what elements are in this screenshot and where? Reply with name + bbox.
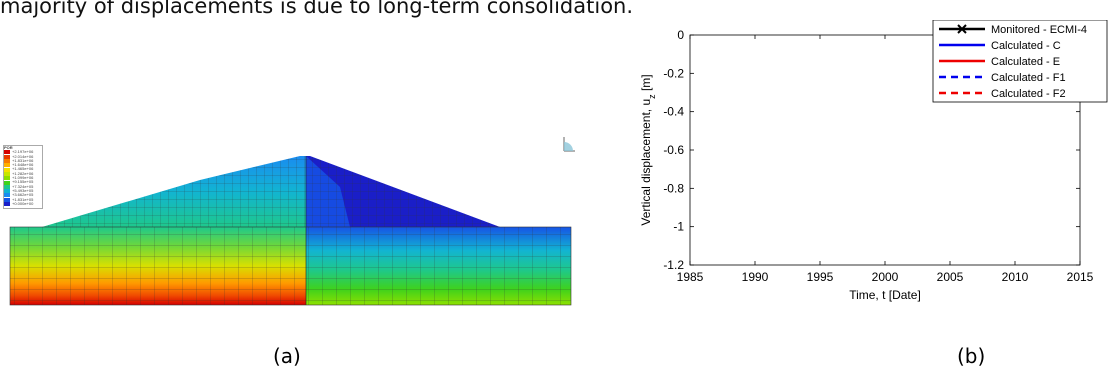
fem-legend-swatch <box>4 171 10 176</box>
fem-legend-row: +3.662e+05 <box>4 192 42 198</box>
fem-legend-value: +1.099e+06 <box>12 175 34 181</box>
x-axis-label: Time, t [Date] <box>849 288 921 302</box>
fem-legend-value: +1.282e+06 <box>12 170 34 176</box>
legend-label: Calculated - E <box>991 56 1060 68</box>
fem-legend-value: +7.324e+05 <box>12 183 34 189</box>
x-tick-label: 2000 <box>872 270 899 284</box>
fem-color-legend: POR +2.197e+06 +2.014e+06 +1.831e+06 +1.648… <box>3 145 43 209</box>
x-tick-label: 2015 <box>1067 270 1094 284</box>
legend-label: Calculated - C <box>991 40 1061 52</box>
y-tick-label: -0.4 <box>663 105 684 119</box>
y-tick-label: -1 <box>673 220 684 234</box>
x-tick-label: 2010 <box>1002 270 1029 284</box>
fem-legend-value: +2.197e+06 <box>12 149 34 155</box>
fem-legend-value: +1.648e+06 <box>12 162 34 168</box>
axis-triad-icon <box>563 137 575 152</box>
displacement-chart: 1985 1990 1995 2000 2005 2010 2015 0 -0.2 -0.4 -0.… <box>600 19 1108 320</box>
fem-legend-swatch <box>4 163 10 168</box>
intro-text: majority of displacements is due to long… <box>0 0 634 18</box>
fem-legend-swatch <box>4 154 10 159</box>
legend-marker <box>957 24 967 34</box>
fem-legend-row: +1.831e+06 <box>4 157 42 164</box>
fem-legend-swatch <box>4 167 10 172</box>
fem-legend-swatch <box>4 159 10 164</box>
legend-label: Monitored - ECMI-4 <box>991 24 1087 36</box>
x-tick-label: 1990 <box>742 270 769 284</box>
fem-model-figure: POR +2.197e+06 +2.014e+06 +1.831e+06 +1.648… <box>0 135 580 320</box>
fem-legend-row: +2.197e+06 <box>4 149 42 155</box>
fem-legend-row: +9.155e+05 <box>4 179 42 185</box>
chart-svg: 1985 1990 1995 2000 2005 2010 2015 0 -0.2 -0.4 -0.… <box>639 19 1108 302</box>
y-tick-label: -0.8 <box>663 181 684 195</box>
y-axis-label: Vertical displacement, uz [m] <box>639 74 657 225</box>
fem-legend-swatch <box>4 180 10 185</box>
x-tick-label: 1995 <box>807 270 834 284</box>
fem-legend-swatch <box>4 150 10 155</box>
fem-legend-value: +1.831e+05 <box>12 196 34 202</box>
x-tick-label: 1985 <box>677 270 704 284</box>
fem-legend-row: +1.282e+06 <box>4 170 42 176</box>
y-tick-label: -0.6 <box>663 143 684 157</box>
x-tick-label: 2005 <box>937 270 964 284</box>
fem-legend-value: +5.493e+05 <box>12 187 34 193</box>
y-tick-label: -1.2 <box>663 258 684 272</box>
fem-legend-swatch <box>4 184 10 189</box>
fem-legend-value: +1.831e+06 <box>12 157 34 163</box>
fem-legend-value: +2.014e+06 <box>12 153 34 159</box>
fem-legend-row: +2.014e+06 <box>4 153 42 159</box>
fem-legend-swatch <box>4 176 10 181</box>
caption-a: (a) <box>273 344 301 368</box>
fem-legend-swatch <box>4 197 10 202</box>
y-tick-label: 0 <box>677 28 684 42</box>
fem-legend-row: +1.648e+06 <box>4 162 42 168</box>
fem-legend-swatch <box>4 193 10 198</box>
y-tick-label: -0.2 <box>663 66 684 80</box>
fem-mesh <box>9 156 572 306</box>
fem-legend-value: +1.465e+06 <box>12 166 34 172</box>
fem-legend-row: +7.324e+05 <box>4 183 42 189</box>
fem-legend-value: +3.662e+05 <box>12 192 34 198</box>
legend-label: Calculated - F1 <box>991 72 1066 84</box>
fem-legend-swatch <box>4 202 10 206</box>
caption-b: (b) <box>957 344 986 368</box>
fem-legend-title: POR <box>4 145 13 150</box>
fem-legend-swatch <box>4 189 10 194</box>
fem-legend-row: +1.099e+06 <box>4 175 42 181</box>
fem-legend-row: +0.000e+00 <box>4 200 42 206</box>
fem-legend-row: +1.831e+05 <box>4 196 42 202</box>
fem-legend-value: +0.000e+00 <box>12 200 34 206</box>
legend-label: Calculated - F2 <box>991 88 1066 100</box>
fem-legend-row: +1.465e+06 <box>4 166 42 172</box>
fem-legend-row: +5.493e+05 <box>4 187 42 194</box>
fem-legend-value: +9.155e+05 <box>12 179 34 185</box>
